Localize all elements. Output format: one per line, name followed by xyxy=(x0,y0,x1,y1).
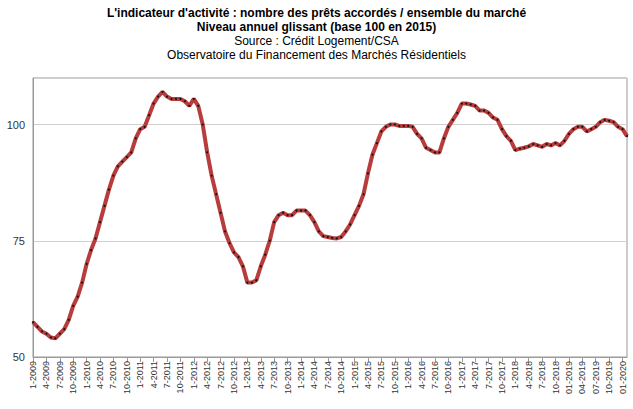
svg-text:7-2013: 7-2013 xyxy=(269,361,279,389)
svg-text:1-2009: 1-2009 xyxy=(28,361,38,389)
svg-text:Niveau annuel glissant (base 1: Niveau annuel glissant (base 100 en 2015… xyxy=(197,20,436,34)
svg-text:10-2012: 10-2012 xyxy=(229,361,239,394)
svg-text:07-2019: 07-2019 xyxy=(591,361,601,394)
svg-text:7-2015: 7-2015 xyxy=(376,361,386,389)
svg-text:4-2011: 4-2011 xyxy=(149,361,159,388)
svg-text:4-2015: 4-2015 xyxy=(363,361,373,389)
svg-text:75: 75 xyxy=(13,235,25,247)
svg-text:Source : Crédit Logement/CSA: Source : Crédit Logement/CSA xyxy=(234,34,399,48)
svg-text:7-2016: 7-2016 xyxy=(430,361,440,389)
svg-text:Observatoire du Financement de: Observatoire du Financement des Marchés … xyxy=(167,48,466,62)
svg-text:50: 50 xyxy=(13,351,25,363)
svg-text:100: 100 xyxy=(7,119,25,131)
svg-text:1-2010: 1-2010 xyxy=(82,361,92,389)
svg-text:7-2011: 7-2011 xyxy=(162,361,172,388)
svg-text:4-2010: 4-2010 xyxy=(95,361,105,389)
svg-text:7-2012: 7-2012 xyxy=(216,361,226,389)
svg-text:1-2015: 1-2015 xyxy=(350,361,360,389)
svg-text:10-2014: 10-2014 xyxy=(336,361,346,394)
svg-text:10-2019: 10-2019 xyxy=(604,361,614,394)
svg-text:1-2013: 1-2013 xyxy=(242,361,252,389)
svg-text:04-2019: 04-2019 xyxy=(577,361,587,394)
svg-text:01-2019: 01-2019 xyxy=(564,361,574,394)
svg-text:4-2017: 4-2017 xyxy=(470,361,480,389)
svg-text:4-2012: 4-2012 xyxy=(202,361,212,389)
svg-text:10-2017: 10-2017 xyxy=(497,361,507,394)
svg-text:4-2014: 4-2014 xyxy=(309,361,319,389)
svg-text:1-2018: 1-2018 xyxy=(510,361,520,389)
svg-text:10-2013: 10-2013 xyxy=(283,361,293,394)
svg-text:10-2015: 10-2015 xyxy=(390,361,400,394)
svg-text:4-2016: 4-2016 xyxy=(417,361,427,389)
svg-text:7-2017: 7-2017 xyxy=(484,361,494,389)
svg-text:10-2009: 10-2009 xyxy=(68,361,78,394)
svg-text:1-2011: 1-2011 xyxy=(135,361,145,388)
svg-text:10-2016: 10-2016 xyxy=(443,361,453,394)
svg-text:1-2012: 1-2012 xyxy=(189,361,199,389)
svg-text:L'indicateur d'activité : nomb: L'indicateur d'activité : nombre des prê… xyxy=(107,6,527,20)
svg-text:01-2020: 01-2020 xyxy=(618,361,628,394)
svg-text:4-2013: 4-2013 xyxy=(256,361,266,389)
svg-text:7-2010: 7-2010 xyxy=(108,361,118,389)
svg-text:1-2017: 1-2017 xyxy=(457,361,467,389)
svg-text:7-2018: 7-2018 xyxy=(537,361,547,389)
svg-text:4-2018: 4-2018 xyxy=(524,361,534,389)
svg-text:1-2014: 1-2014 xyxy=(296,361,306,389)
svg-text:10-2011: 10-2011 xyxy=(175,361,185,393)
svg-text:4-2009: 4-2009 xyxy=(41,361,51,389)
svg-text:7-2009: 7-2009 xyxy=(55,361,65,389)
svg-text:7-2014: 7-2014 xyxy=(323,361,333,389)
svg-text:10-2010: 10-2010 xyxy=(122,361,132,394)
svg-text:10-2018: 10-2018 xyxy=(551,361,561,394)
svg-text:1-2016: 1-2016 xyxy=(403,361,413,389)
